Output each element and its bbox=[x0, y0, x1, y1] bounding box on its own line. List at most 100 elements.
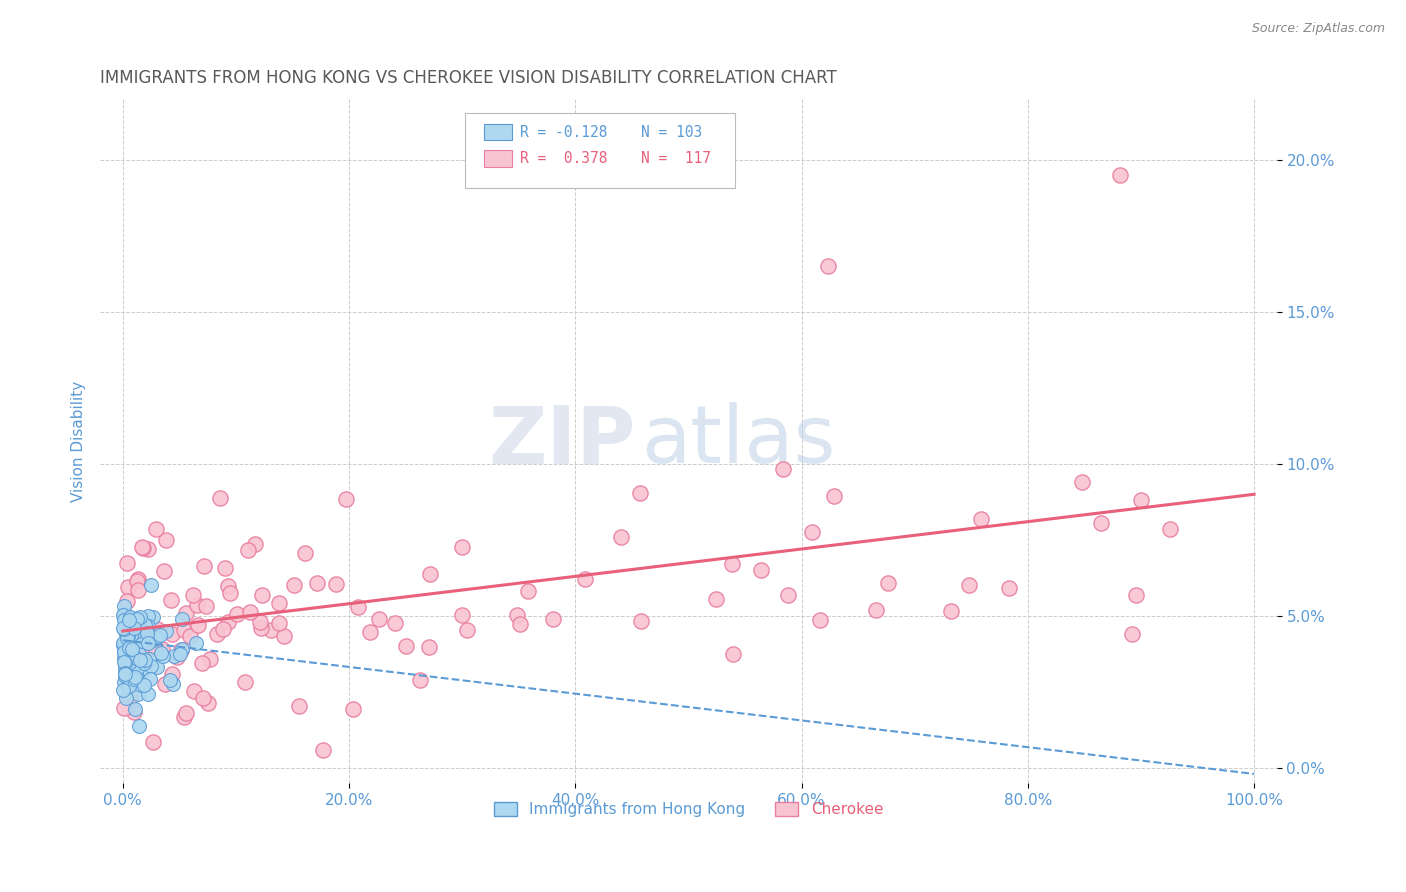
Text: IMMIGRANTS FROM HONG KONG VS CHEROKEE VISION DISABILITY CORRELATION CHART: IMMIGRANTS FROM HONG KONG VS CHEROKEE VI… bbox=[100, 69, 837, 87]
Point bbox=[145, 522, 167, 536]
Point bbox=[132, 615, 155, 630]
Point bbox=[155, 533, 177, 548]
Point bbox=[136, 626, 159, 640]
Text: atlas: atlas bbox=[641, 402, 835, 480]
Point bbox=[162, 676, 184, 690]
Point bbox=[112, 638, 135, 652]
Point bbox=[115, 646, 138, 660]
Point bbox=[142, 633, 165, 648]
Point bbox=[998, 581, 1021, 595]
Point bbox=[749, 563, 772, 577]
Point bbox=[128, 719, 150, 733]
Point bbox=[197, 696, 219, 710]
Point bbox=[142, 735, 165, 749]
Point bbox=[877, 576, 900, 591]
Point bbox=[112, 613, 135, 627]
Point bbox=[610, 530, 633, 544]
Point bbox=[1071, 475, 1094, 490]
Point bbox=[112, 682, 135, 697]
Point bbox=[112, 655, 135, 669]
Point bbox=[118, 640, 141, 654]
Point bbox=[252, 588, 274, 602]
Point bbox=[118, 653, 141, 667]
Point bbox=[574, 572, 596, 586]
Point bbox=[418, 640, 440, 654]
Point bbox=[114, 666, 136, 681]
Point bbox=[136, 636, 159, 650]
Point bbox=[128, 647, 150, 661]
Point bbox=[395, 639, 418, 653]
Point bbox=[183, 683, 205, 698]
Point bbox=[226, 607, 249, 622]
Point bbox=[132, 656, 155, 670]
Point bbox=[959, 578, 981, 592]
Point bbox=[368, 612, 391, 626]
Point bbox=[198, 652, 221, 666]
Point bbox=[160, 592, 183, 607]
Point bbox=[114, 645, 136, 659]
Point bbox=[120, 691, 142, 706]
Point bbox=[294, 546, 316, 560]
Point bbox=[122, 637, 145, 651]
Point bbox=[131, 633, 153, 648]
Point bbox=[127, 582, 149, 597]
Point bbox=[170, 642, 193, 657]
Text: ZIP: ZIP bbox=[488, 402, 636, 480]
Point bbox=[181, 588, 204, 602]
Point bbox=[112, 700, 135, 714]
Point bbox=[205, 627, 228, 641]
Point bbox=[347, 600, 370, 615]
Point bbox=[1090, 516, 1112, 530]
Point bbox=[817, 260, 839, 274]
Point bbox=[129, 610, 152, 624]
Point bbox=[772, 461, 794, 475]
Point bbox=[269, 596, 291, 610]
Point bbox=[509, 616, 531, 631]
Point bbox=[125, 668, 148, 682]
Point bbox=[174, 606, 197, 620]
Point bbox=[145, 631, 167, 645]
Point bbox=[127, 573, 149, 587]
Point bbox=[136, 609, 159, 624]
Point bbox=[124, 670, 146, 684]
Point bbox=[149, 628, 172, 642]
Point bbox=[239, 606, 262, 620]
Point bbox=[384, 615, 406, 630]
Point bbox=[187, 618, 209, 632]
Point bbox=[118, 613, 141, 627]
Point bbox=[186, 598, 208, 612]
Point bbox=[776, 588, 799, 602]
Point bbox=[115, 556, 138, 570]
Point bbox=[127, 688, 149, 702]
Point bbox=[122, 673, 145, 687]
Point bbox=[124, 657, 146, 671]
Point bbox=[245, 537, 267, 551]
Point bbox=[166, 649, 188, 664]
Point bbox=[233, 675, 256, 690]
Point bbox=[169, 647, 191, 661]
Point bbox=[127, 673, 149, 687]
Point bbox=[120, 610, 142, 624]
Point bbox=[112, 621, 135, 635]
Y-axis label: Vision Disability: Vision Disability bbox=[72, 381, 86, 501]
Point bbox=[138, 652, 160, 666]
Point bbox=[117, 580, 139, 594]
Point bbox=[136, 541, 159, 556]
Point bbox=[120, 654, 142, 668]
Point bbox=[273, 629, 295, 643]
Point bbox=[312, 743, 335, 757]
Point bbox=[163, 648, 186, 663]
Point bbox=[409, 673, 432, 687]
Point bbox=[1159, 522, 1181, 536]
Point bbox=[138, 640, 160, 655]
FancyBboxPatch shape bbox=[484, 124, 512, 140]
Point bbox=[124, 657, 146, 672]
Point bbox=[191, 691, 214, 706]
Point bbox=[129, 643, 152, 657]
Point bbox=[939, 604, 962, 618]
Point bbox=[249, 615, 271, 629]
Point bbox=[124, 701, 146, 715]
Point bbox=[208, 491, 231, 505]
Point bbox=[112, 651, 135, 665]
Point bbox=[115, 607, 138, 622]
